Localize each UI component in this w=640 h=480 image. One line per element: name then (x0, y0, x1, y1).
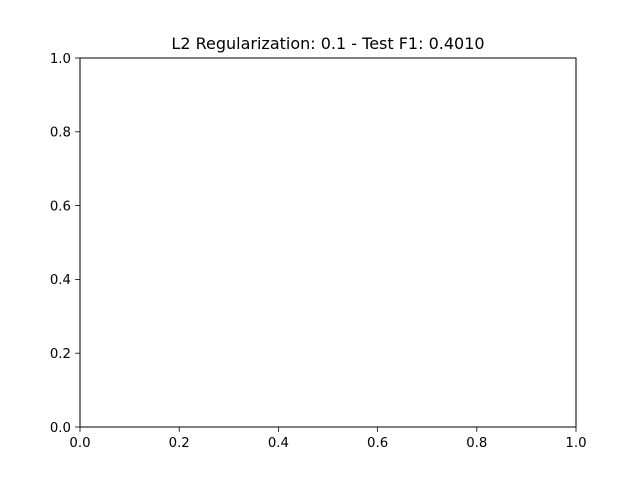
x-tick-label: 0.0 (69, 436, 90, 451)
y-tick-label: 0.8 (50, 126, 71, 141)
y-tick-label: 0.4 (50, 273, 71, 288)
y-tick-label: 0.6 (50, 199, 71, 214)
x-tick-label: 0.8 (466, 436, 487, 451)
x-tick-label: 1.0 (565, 436, 586, 451)
x-tick-label: 0.6 (367, 436, 388, 451)
x-tick-label: 0.4 (268, 436, 289, 451)
plot-area (79, 57, 577, 428)
y-axis: 0.0 0.2 0.4 0.6 0.8 1.0 (50, 52, 80, 436)
y-tick-label: 0.0 (50, 421, 71, 436)
x-axis: 0.0 0.2 0.4 0.6 0.8 1.0 (69, 427, 587, 451)
chart-title: L2 Regularization: 0.1 - Test F1: 0.4010 (171, 34, 484, 53)
y-tick-label: 1.0 (50, 52, 71, 67)
x-tick-label: 0.2 (169, 436, 190, 451)
y-tick-label: 0.2 (50, 347, 71, 362)
